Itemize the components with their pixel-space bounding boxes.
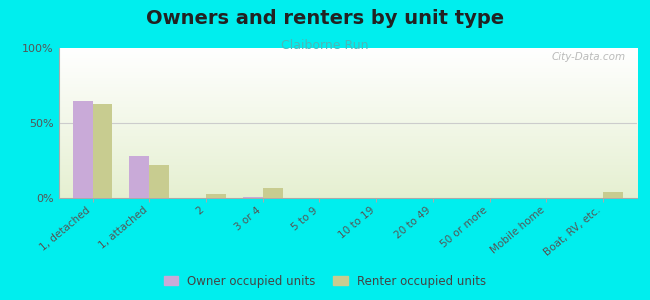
- Bar: [603, 192, 623, 198]
- Bar: [243, 196, 263, 198]
- Text: Claiborne Run: Claiborne Run: [281, 39, 369, 52]
- Bar: [92, 103, 112, 198]
- Legend: Owner occupied units, Renter occupied units: Owner occupied units, Renter occupied un…: [161, 271, 489, 291]
- Bar: [263, 188, 283, 198]
- Bar: [73, 100, 92, 198]
- Bar: [129, 156, 150, 198]
- Text: City-Data.com: City-Data.com: [551, 52, 625, 62]
- Bar: [150, 165, 169, 198]
- Text: Owners and renters by unit type: Owners and renters by unit type: [146, 9, 504, 28]
- Bar: [206, 194, 226, 198]
